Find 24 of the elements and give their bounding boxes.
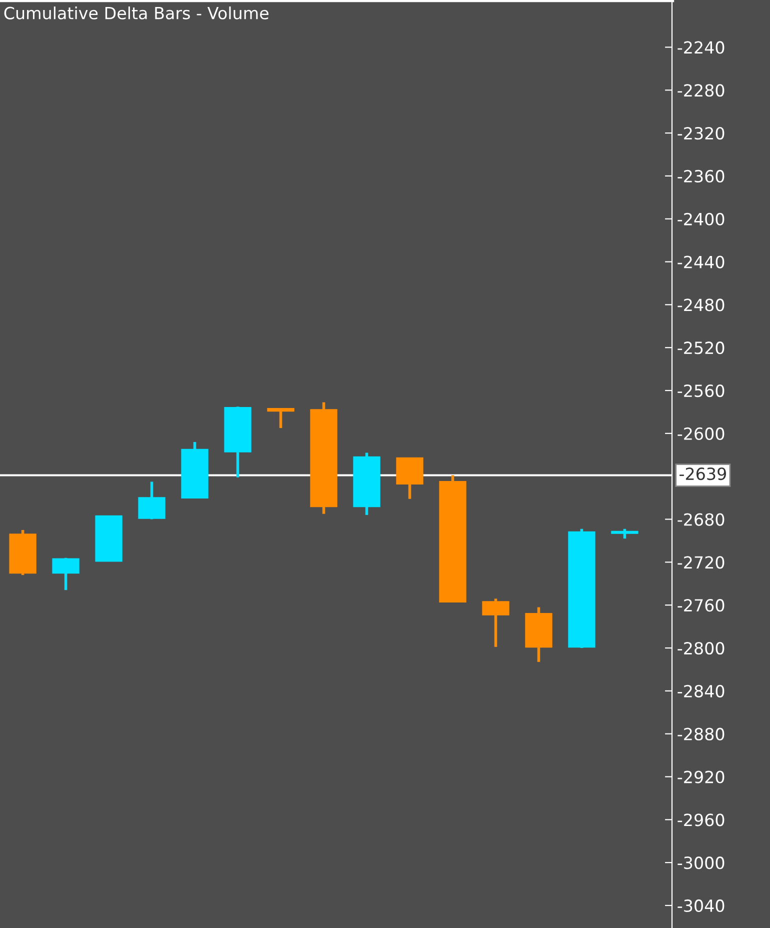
- y-tick-label: -3000: [678, 856, 724, 870]
- y-tick-label: -2480: [678, 298, 724, 312]
- candlestick: [611, 528, 638, 540]
- y-tick-label: -2560: [678, 384, 724, 398]
- y-tick-label: -3040: [678, 899, 724, 912]
- y-tick-label: -2320: [678, 126, 724, 140]
- chart-title: Cumulative Delta Bars - Volume: [4, 6, 268, 20]
- y-tick-label: -2720: [678, 556, 724, 569]
- y-tick-label: -2400: [678, 212, 724, 226]
- ref-line-label: -2639: [680, 467, 726, 480]
- y-tick-label: -2760: [678, 599, 724, 612]
- y-tick-label: -2960: [678, 814, 724, 826]
- y-tick-label: -2840: [678, 684, 724, 698]
- y-tick-label: -2440: [678, 256, 724, 268]
- y-tick-label: -2280: [678, 84, 724, 97]
- y-tick-label: -2800: [678, 642, 724, 655]
- candlestick: [267, 407, 294, 430]
- y-tick-label: -2360: [678, 170, 724, 183]
- y-tick-label: -2600: [678, 427, 724, 440]
- y-tick-label: -2880: [678, 728, 724, 740]
- y-tick-label: -2240: [678, 41, 724, 54]
- y-tick-label: -2680: [678, 513, 724, 526]
- y-tick-label: -2920: [678, 770, 724, 784]
- y-tick-label: -2520: [678, 342, 724, 354]
